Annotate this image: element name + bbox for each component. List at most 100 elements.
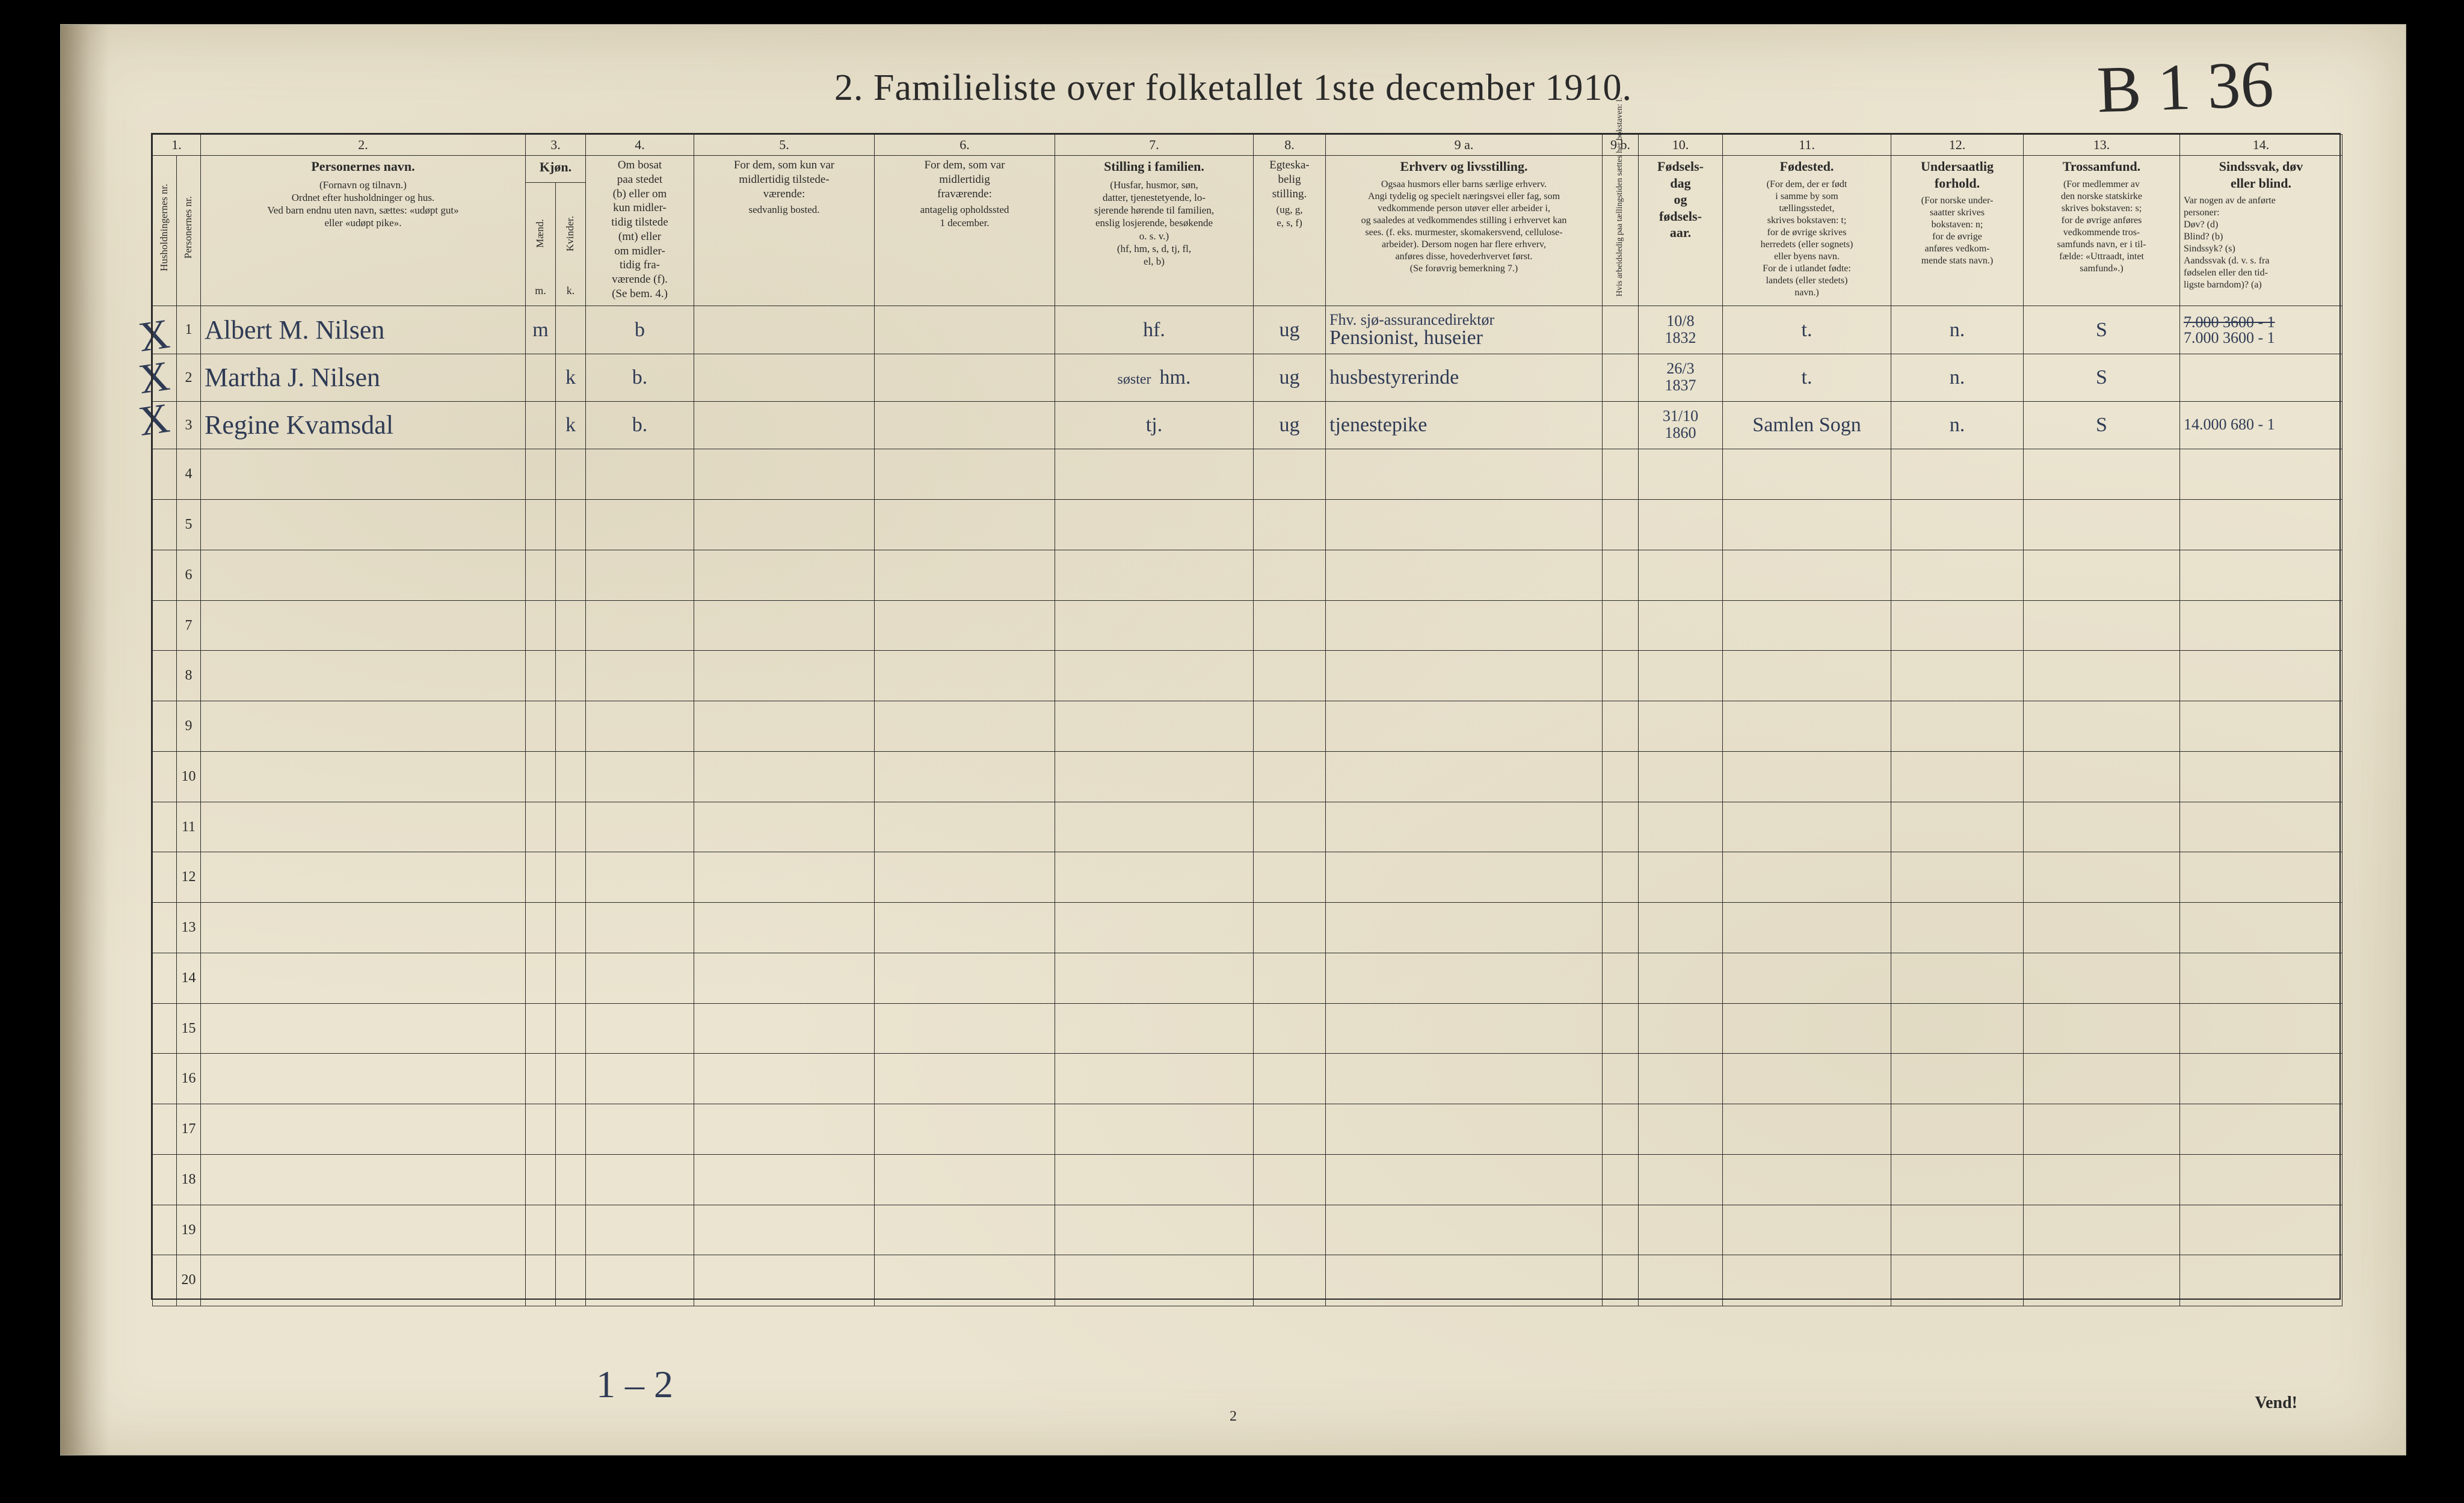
hdr-undersaatlig: Undersaatlig forhold. (For norske under-… bbox=[1891, 156, 2024, 306]
cell-sindssvak bbox=[2180, 354, 2342, 402]
cell-bosat: b. bbox=[586, 402, 694, 449]
cell-person-nr: 15 bbox=[177, 1003, 201, 1054]
colnum-2: 2. bbox=[201, 135, 526, 156]
cell-bosat: b. bbox=[586, 354, 694, 402]
data-rows: 1 Albert M. Nilsen m b hf. ug Fhv. sjø-a… bbox=[153, 306, 2342, 1306]
column-number-row: 1. 2. 3. 4. 5. 6. 7. 8. 9 a. 9 b. 10. 11… bbox=[153, 135, 2342, 156]
cell-person-nr: 4 bbox=[177, 449, 201, 500]
table-row: 2 Martha J. Nilsen k b. søster hm. ug hu… bbox=[153, 354, 2342, 402]
hdr-fodested: Fødested. (For dem, der er født i samme … bbox=[1723, 156, 1891, 306]
cell-fodsel: 26/3 1837 bbox=[1639, 354, 1723, 402]
cell-sindssvak: 14.000 680 - 1 bbox=[2180, 402, 2342, 449]
cell-undersaatlig: n. bbox=[1891, 354, 2024, 402]
binding-shadow bbox=[61, 25, 109, 1455]
cell-fravaerende bbox=[875, 354, 1055, 402]
hdr-name: Personernes navn. (Fornavn og tilnavn.) … bbox=[201, 156, 526, 306]
table-row: 16 bbox=[153, 1054, 2342, 1104]
hdr-trossamfund: Trossamfund. (For medlemmer av den norsk… bbox=[2024, 156, 2180, 306]
cell-person-nr: 13 bbox=[177, 903, 201, 953]
hdr-erhverv: Erhverv og livsstilling. Ogsaa husmors e… bbox=[1326, 156, 1603, 306]
title-row: 2. Familieliste over folketallet 1ste de… bbox=[61, 67, 2406, 109]
cell-fodested: t. bbox=[1723, 354, 1891, 402]
colnum-4: 4. bbox=[586, 135, 694, 156]
cell-person-nr: 16 bbox=[177, 1054, 201, 1104]
cell-person-nr: 14 bbox=[177, 953, 201, 1003]
hdr-stilling: Stilling i familien. (Husfar, husmor, sø… bbox=[1055, 156, 1254, 306]
colnum-6: 6. bbox=[875, 135, 1055, 156]
cell-person-nr: 19 bbox=[177, 1205, 201, 1255]
cell-name: Martha J. Nilsen bbox=[201, 354, 526, 402]
colnum-3: 3. bbox=[526, 135, 586, 156]
colnum-1: 1. bbox=[153, 135, 201, 156]
cell-fodested: t. bbox=[1723, 306, 1891, 354]
cell-person-nr: 20 bbox=[177, 1255, 201, 1306]
table-row: 18 bbox=[153, 1154, 2342, 1205]
cell-stilling: tj. bbox=[1055, 402, 1254, 449]
colnum-9a: 9 a. bbox=[1326, 135, 1603, 156]
table-row: 20 bbox=[153, 1255, 2342, 1306]
page-title: 2. Familieliste over folketallet 1ste de… bbox=[834, 67, 1632, 108]
cell-person-nr: 18 bbox=[177, 1154, 201, 1205]
table-row: 7 bbox=[153, 600, 2342, 651]
table-row: 8 bbox=[153, 651, 2342, 701]
table-row: 12 bbox=[153, 852, 2342, 903]
table-row: 15 bbox=[153, 1003, 2342, 1054]
cell-egteskab: ug bbox=[1254, 306, 1326, 354]
hdr-kvinder: Kvinder. k. bbox=[556, 182, 586, 306]
hdr-household-nr: Husholdningernes nr. bbox=[153, 156, 177, 306]
cell-arbeidsledig bbox=[1603, 306, 1639, 354]
census-sheet: 2. Familieliste over folketallet 1ste de… bbox=[60, 24, 2406, 1455]
cell-fodsel: 10/8 1832 bbox=[1639, 306, 1723, 354]
census-table: 1. 2. 3. 4. 5. 6. 7. 8. 9 a. 9 b. 10. 11… bbox=[152, 134, 2342, 1306]
colnum-10: 10. bbox=[1639, 135, 1723, 156]
cell-erhverv: tjenestepike bbox=[1326, 402, 1603, 449]
hdr-egteskab: Egteska- belig stilling. (ug, g, e, s, f… bbox=[1254, 156, 1326, 306]
cell-person-nr: 9 bbox=[177, 701, 201, 752]
column-header-row: Husholdningernes nr. Personernes nr. Per… bbox=[153, 156, 2342, 183]
table-row: 4 bbox=[153, 449, 2342, 500]
table-row: 5 bbox=[153, 500, 2342, 550]
cell-sex-k: k bbox=[556, 402, 586, 449]
hdr-fodsel: Fødsels- dag og fødsels- aar. bbox=[1639, 156, 1723, 306]
hdr-sex: Kjøn. bbox=[526, 156, 586, 183]
hdr-sindssvak: Sindssvak, døv eller blind. Var nogen av… bbox=[2180, 156, 2342, 306]
cell-person-nr: 6 bbox=[177, 550, 201, 600]
colnum-11: 11. bbox=[1723, 135, 1891, 156]
cell-person-nr: 11 bbox=[177, 802, 201, 852]
cell-sex-k: k bbox=[556, 354, 586, 402]
cell-sex-m: m bbox=[526, 306, 556, 354]
hdr-maend: Mænd. m. bbox=[526, 182, 556, 306]
table-row: 10 bbox=[153, 751, 2342, 802]
cell-trossamfund: S bbox=[2024, 306, 2180, 354]
colnum-5: 5. bbox=[694, 135, 875, 156]
cell-person-nr: 8 bbox=[177, 651, 201, 701]
cell-sex-k bbox=[556, 306, 586, 354]
cell-erhverv: husbestyrerinde bbox=[1326, 354, 1603, 402]
colnum-7: 7. bbox=[1055, 135, 1254, 156]
cell-household bbox=[153, 306, 177, 354]
table-frame: 1. 2. 3. 4. 5. 6. 7. 8. 9 a. 9 b. 10. 11… bbox=[151, 133, 2341, 1300]
footer-handwritten: 1 – 2 bbox=[596, 1362, 673, 1407]
cell-arbeidsledig bbox=[1603, 402, 1639, 449]
table-row: 13 bbox=[153, 903, 2342, 953]
colnum-12: 12. bbox=[1891, 135, 2024, 156]
cell-stilling: hf. bbox=[1055, 306, 1254, 354]
cell-sindssvak: 7.000 3600 - 1 7.000 3600 - 1 bbox=[2180, 306, 2342, 354]
cell-bosat: b bbox=[586, 306, 694, 354]
cell-stilling: søster hm. bbox=[1055, 354, 1254, 402]
cell-sex-m bbox=[526, 354, 556, 402]
cell-household bbox=[153, 354, 177, 402]
colnum-13: 13. bbox=[2024, 135, 2180, 156]
table-row: 1 Albert M. Nilsen m b hf. ug Fhv. sjø-a… bbox=[153, 306, 2342, 354]
table-row: 6 bbox=[153, 550, 2342, 600]
cell-arbeidsledig bbox=[1603, 354, 1639, 402]
cell-trossamfund: S bbox=[2024, 354, 2180, 402]
hdr-bosat: Om bosat paa stedet (b) eller om kun mid… bbox=[586, 156, 694, 306]
cell-egteskab: ug bbox=[1254, 354, 1326, 402]
cell-person-nr: 3 bbox=[177, 402, 201, 449]
hdr-name-sub: (Fornavn og tilnavn.) Ordnet efter husho… bbox=[205, 179, 522, 230]
cell-erhverv: Fhv. sjø-assurancedirektør Pensionist, h… bbox=[1326, 306, 1603, 354]
colnum-8: 8. bbox=[1254, 135, 1326, 156]
cell-name: Albert M. Nilsen bbox=[201, 306, 526, 354]
cell-person-nr: 2 bbox=[177, 354, 201, 402]
